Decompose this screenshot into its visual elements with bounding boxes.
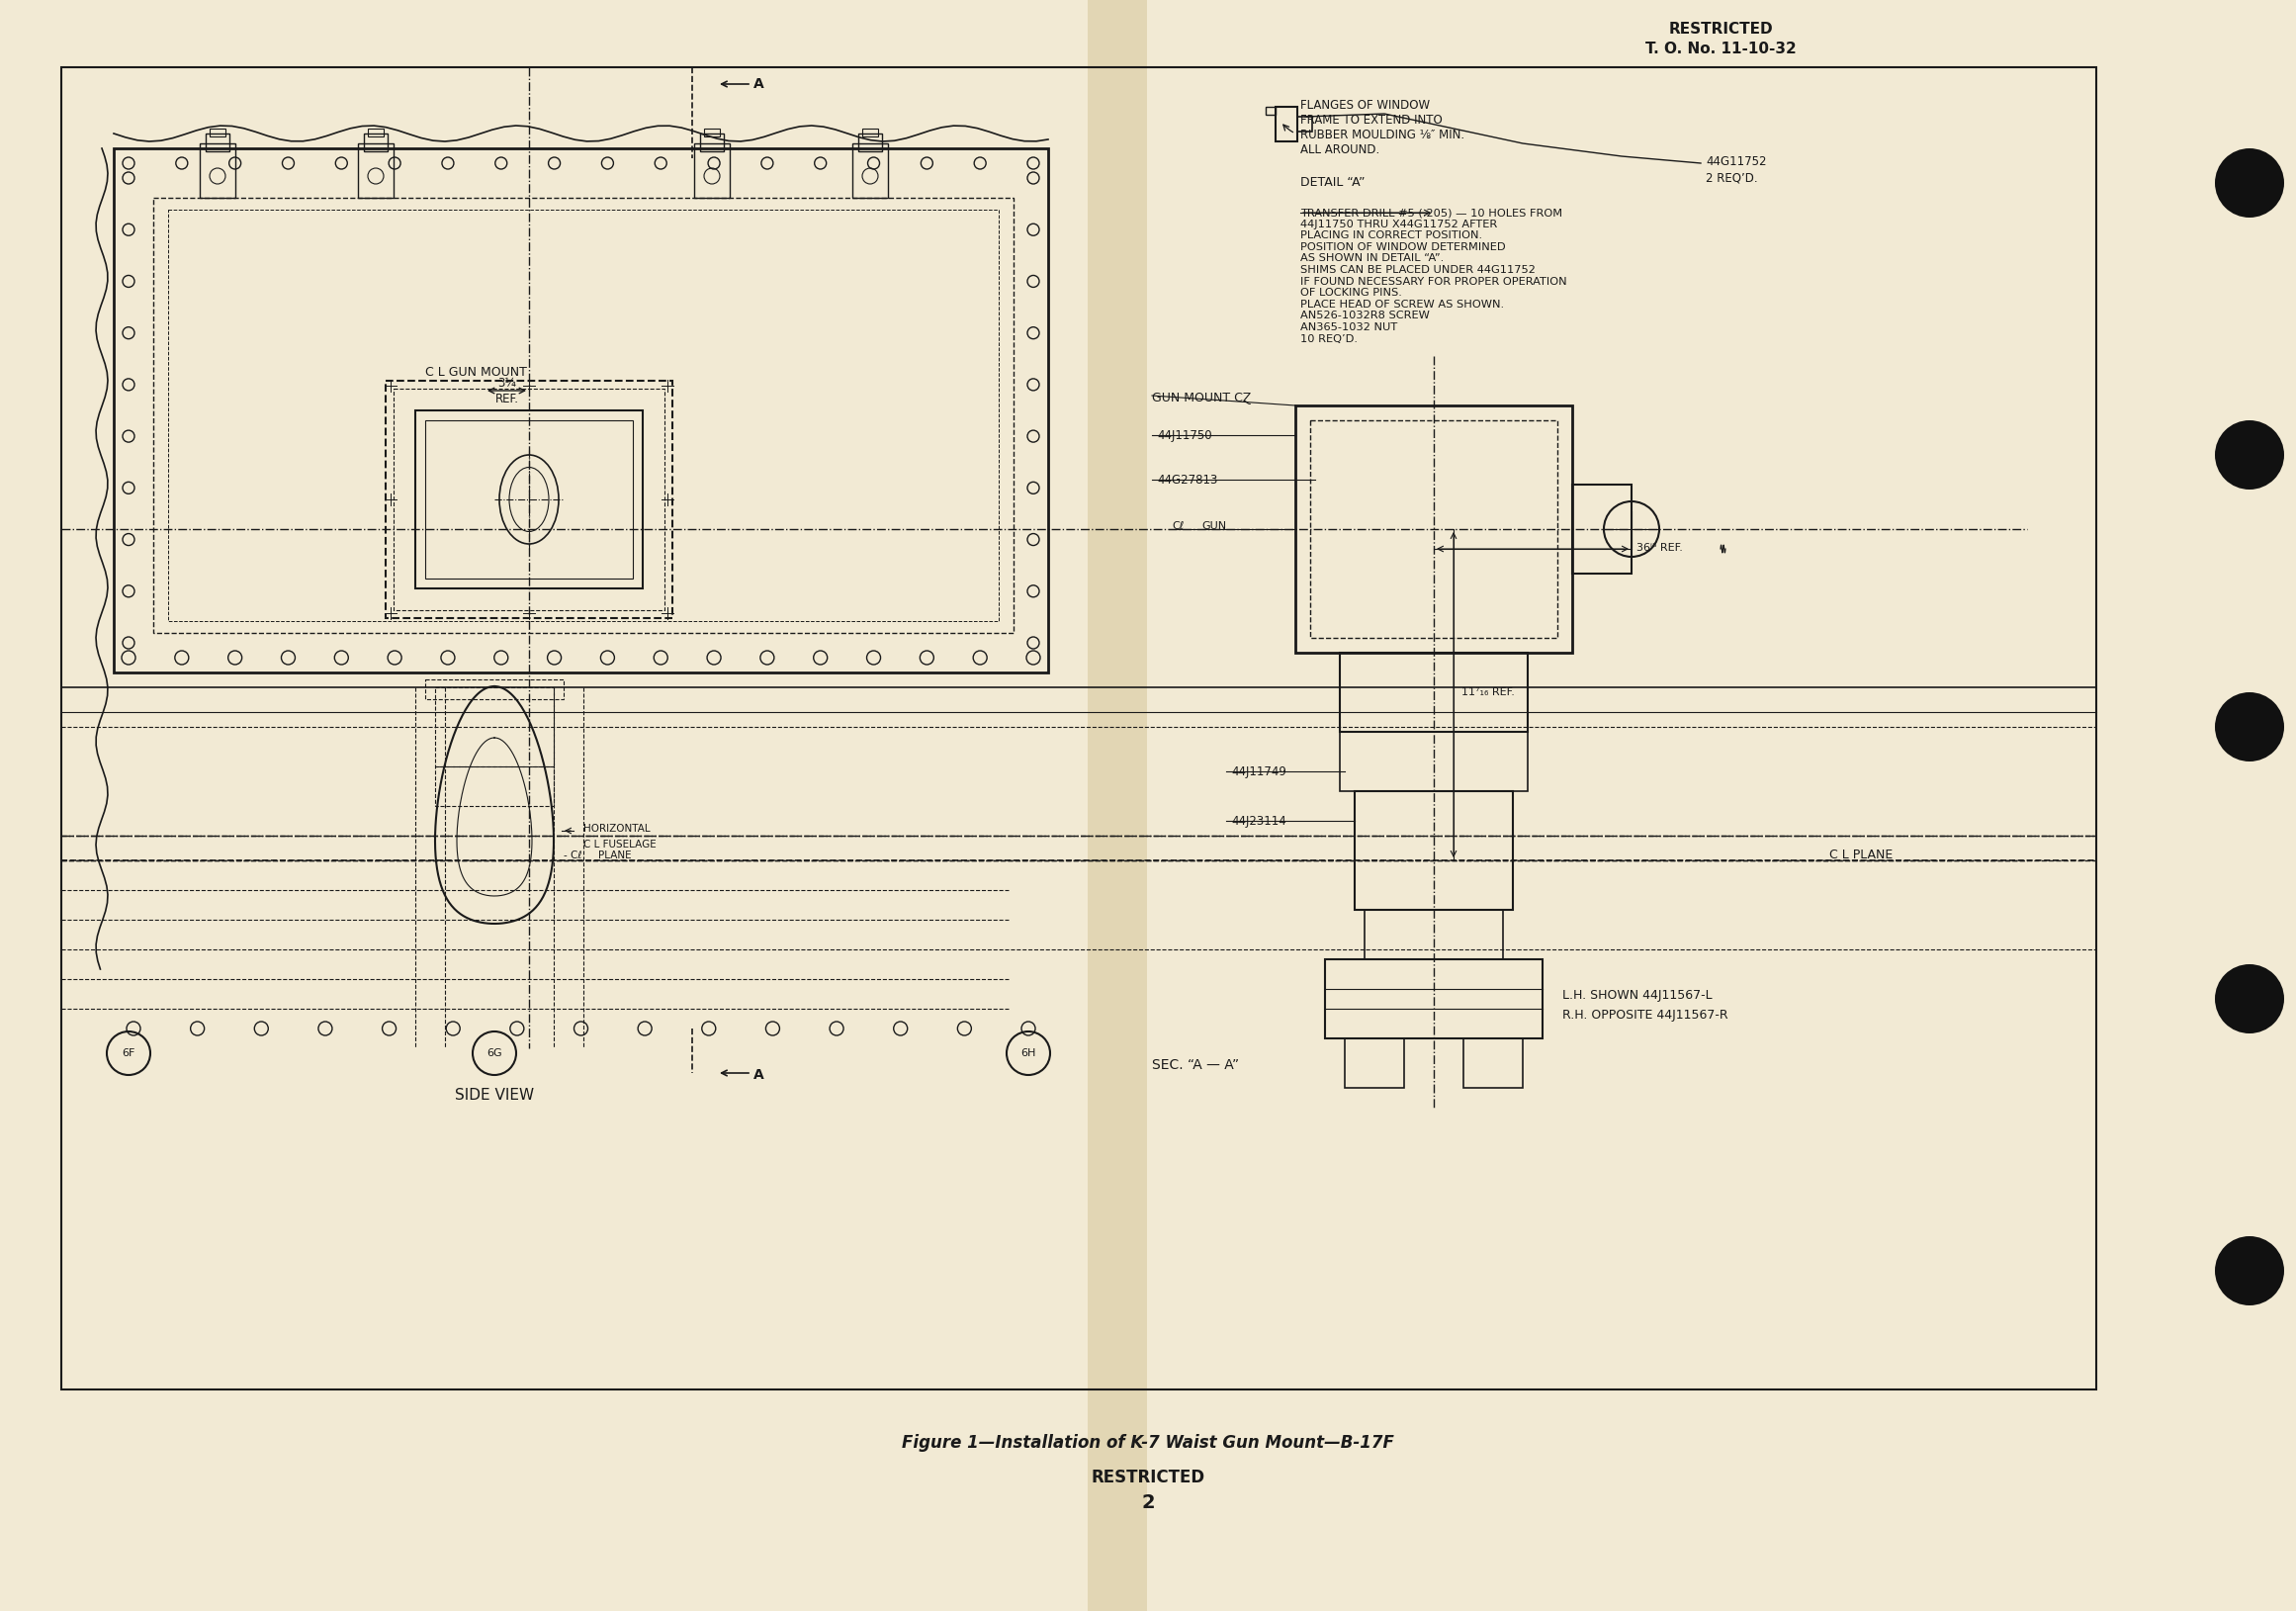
Text: 6G: 6G [487, 1049, 503, 1058]
Bar [1277, 106, 1297, 142]
Text: C L PLANE: C L PLANE [1830, 849, 1892, 862]
Bar [1265, 106, 1277, 114]
Bar [154, 198, 1013, 633]
Text: A: A [753, 77, 765, 90]
Text: 44J11749: 44J11749 [1231, 765, 1286, 778]
Text: 6F: 6F [122, 1049, 135, 1058]
Bar [434, 767, 553, 806]
Bar [434, 688, 553, 767]
Bar [852, 143, 889, 198]
Bar [425, 680, 563, 699]
Text: 44J23114: 44J23114 [1231, 815, 1286, 828]
Bar [367, 129, 383, 137]
Bar [1355, 791, 1513, 910]
Text: HORIZONTAL: HORIZONTAL [583, 823, 650, 833]
Text: TRANSFER DRILL #5 (.205) — 10 HOLES FROM
44J11750 THRU X44G11752 AFTER
PLACING I: TRANSFER DRILL #5 (.205) — 10 HOLES FROM… [1300, 208, 1566, 343]
Bar [386, 380, 673, 619]
Text: 44J11750: 44J11750 [1157, 429, 1212, 441]
Bar [693, 143, 730, 198]
Bar [1311, 420, 1557, 638]
Circle shape [2216, 965, 2285, 1033]
Text: GUN: GUN [1201, 522, 1226, 532]
Text: SIDE VIEW: SIDE VIEW [455, 1087, 535, 1102]
Bar [209, 129, 225, 137]
Text: 2: 2 [1141, 1493, 1155, 1513]
Text: A: A [753, 1068, 765, 1083]
Text: L.H. SHOWN 44J11567-L: L.H. SHOWN 44J11567-L [1561, 989, 1713, 1002]
Bar [200, 143, 234, 198]
Bar [863, 129, 877, 137]
Text: FLANGES OF WINDOW
FRAME TO EXTEND INTO
RUBBER MOULDING ⅛″ MIN.
ALL AROUND.: FLANGES OF WINDOW FRAME TO EXTEND INTO R… [1300, 98, 1465, 156]
Text: Figure 1—Installation of K-7 Waist Gun Mount—B-17F: Figure 1—Installation of K-7 Waist Gun M… [902, 1434, 1394, 1452]
Circle shape [2216, 420, 2285, 490]
Text: 11⁷₁₆ REF.: 11⁷₁₆ REF. [1463, 686, 1515, 696]
Bar [207, 134, 230, 151]
Bar [1364, 910, 1504, 959]
Bar [1341, 652, 1527, 731]
Text: 44G11752: 44G11752 [1706, 155, 1766, 168]
Text: RESTRICTED: RESTRICTED [1091, 1469, 1205, 1487]
Bar [1345, 1039, 1405, 1087]
Text: PLANE: PLANE [599, 851, 631, 860]
Circle shape [2216, 1236, 2285, 1305]
Text: 6H: 6H [1022, 1049, 1035, 1058]
Text: R.H. OPPOSITE 44J11567-R: R.H. OPPOSITE 44J11567-R [1561, 1008, 1729, 1021]
Text: GUN MOUNT CⱿ: GUN MOUNT CⱿ [1153, 390, 1251, 403]
Bar [62, 68, 2096, 1389]
Circle shape [2216, 693, 2285, 762]
Bar [1573, 485, 1632, 574]
Text: T. O. No. 11-10-32: T. O. No. 11-10-32 [1644, 42, 1795, 56]
Text: C L FUSELAGE: C L FUSELAGE [583, 839, 657, 849]
Bar [115, 148, 1049, 672]
Text: - Cℓ: - Cℓ [563, 851, 581, 860]
Circle shape [2216, 148, 2285, 217]
Bar [1325, 959, 1543, 1039]
Text: 2 REQ’D.: 2 REQ’D. [1706, 171, 1759, 184]
Bar [1341, 731, 1527, 791]
Bar [416, 411, 643, 588]
Text: C L GUN MOUNT: C L GUN MOUNT [425, 366, 526, 379]
Bar [168, 209, 999, 622]
Text: SEC. “A — A”: SEC. “A — A” [1153, 1058, 1240, 1071]
Bar [358, 143, 393, 198]
Text: Cℓ: Cℓ [1171, 522, 1185, 532]
Text: RESTRICTED: RESTRICTED [1669, 23, 1773, 37]
Bar [363, 134, 388, 151]
Bar [1297, 116, 1311, 132]
Bar [425, 420, 634, 578]
Bar [705, 129, 721, 137]
Text: 36ⁱ⁸ REF.: 36ⁱ⁸ REF. [1637, 543, 1683, 553]
Bar [393, 388, 664, 611]
Bar [859, 134, 882, 151]
Bar [1295, 406, 1573, 652]
Bar [1463, 1039, 1522, 1087]
Text: DETAIL “A”: DETAIL “A” [1300, 176, 1366, 188]
Bar [1088, 0, 1148, 1611]
Text: 44G27813: 44G27813 [1157, 474, 1217, 487]
Text: 3¼: 3¼ [498, 377, 517, 390]
Bar [700, 134, 723, 151]
Text: REF.: REF. [496, 393, 519, 406]
